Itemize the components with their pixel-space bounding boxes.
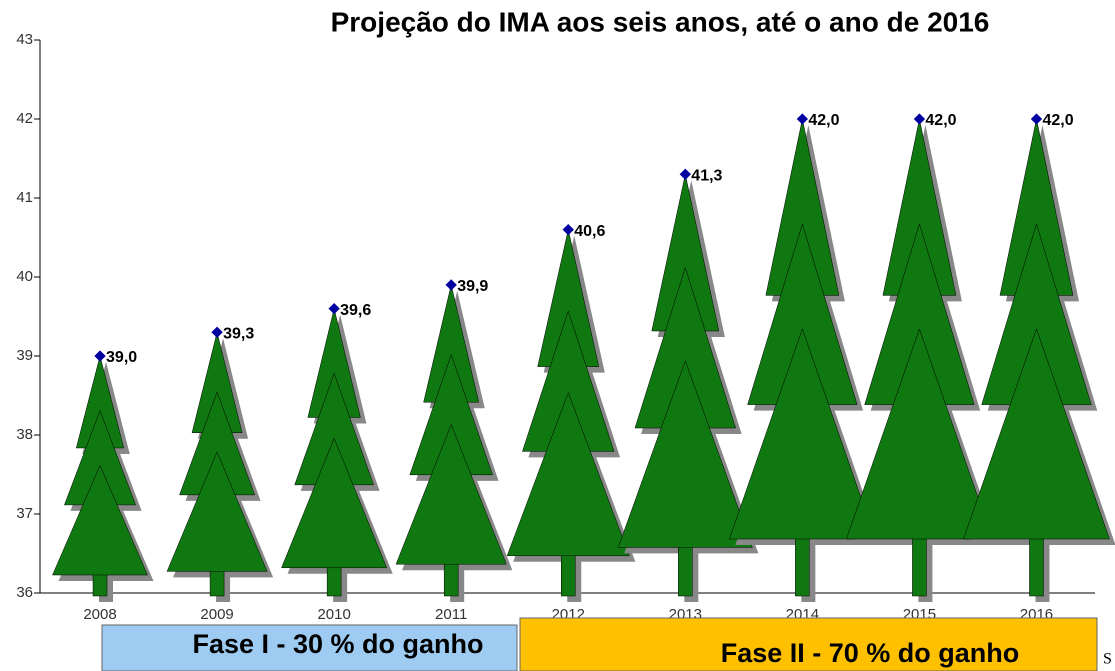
y-tick-label: 41 <box>16 189 33 206</box>
marker <box>913 113 926 125</box>
marker <box>211 326 223 338</box>
tree-tier <box>963 328 1110 540</box>
tree-trunk <box>1029 536 1044 597</box>
tree-trunk <box>795 536 810 597</box>
marker <box>796 113 809 125</box>
tree <box>281 308 393 602</box>
tree-trunk <box>561 553 576 597</box>
y-tick-label: 37 <box>16 505 33 522</box>
tree-trunk <box>912 536 927 597</box>
tree <box>395 284 513 602</box>
tree <box>166 332 274 602</box>
y-tick-label: 38 <box>16 426 33 443</box>
value-label: 39,6 <box>340 302 371 319</box>
x-tick-label: 2008 <box>83 606 116 623</box>
marker <box>328 302 340 315</box>
tree-trunk <box>326 565 342 597</box>
tree <box>963 118 1115 602</box>
tree-trunk <box>92 572 108 597</box>
x-tick-label: 2011 <box>435 606 467 623</box>
tree <box>506 229 636 602</box>
tree-tier <box>52 464 148 576</box>
plot: 36 37 38 39 40 41 42 43 2008 39,0 2009 39,3 2010 39,6… <box>16 31 1115 623</box>
tree <box>729 118 882 602</box>
phase-label: Fase II - 70 % do ganho <box>721 638 1020 668</box>
tree <box>846 118 999 602</box>
marker <box>94 350 106 362</box>
marker <box>562 223 574 236</box>
tree-tier <box>617 360 753 548</box>
phase-box <box>519 617 1098 671</box>
marker <box>1030 113 1043 125</box>
phases: Fase I - 30 % do ganho Fase II - 70 % do… <box>101 617 1112 671</box>
stray-text: S <box>1103 651 1112 668</box>
value-label: 39,9 <box>457 278 488 295</box>
value-label: 42,0 <box>925 112 956 129</box>
phase-box <box>101 624 518 671</box>
x-tick-label: 2009 <box>200 606 233 623</box>
tree <box>52 355 154 602</box>
tree-tier <box>506 391 630 557</box>
tree <box>617 174 759 602</box>
marker <box>679 168 691 180</box>
y-tick-label: 43 <box>16 31 33 48</box>
tree-tier <box>846 328 993 540</box>
tree-trunk <box>678 545 693 597</box>
x-tick-label: 2010 <box>317 606 350 623</box>
y-tick-label: 40 <box>16 268 33 285</box>
value-label: 42,0 <box>808 112 839 129</box>
tree-trunk <box>209 569 225 597</box>
y-tick-label: 36 <box>16 584 33 601</box>
y-tick-label: 42 <box>16 110 33 127</box>
value-label: 41,3 <box>691 168 722 185</box>
value-label: 40,6 <box>574 223 605 240</box>
phase-label: Fase I - 30 % do ganho <box>192 629 483 659</box>
tree-tier <box>729 328 876 540</box>
tree-tier <box>395 423 507 565</box>
chart-title: Projeção do IMA aos seis anos, até o ano… <box>331 6 990 37</box>
value-label: 39,3 <box>223 326 254 343</box>
tree-trunk <box>443 561 459 597</box>
marker <box>445 279 457 291</box>
tree-tier <box>281 437 388 569</box>
value-label: 42,0 <box>1042 112 1073 129</box>
tree-tier <box>166 451 268 572</box>
y-tick-label: 39 <box>16 347 33 364</box>
value-label: 39,0 <box>106 349 137 366</box>
